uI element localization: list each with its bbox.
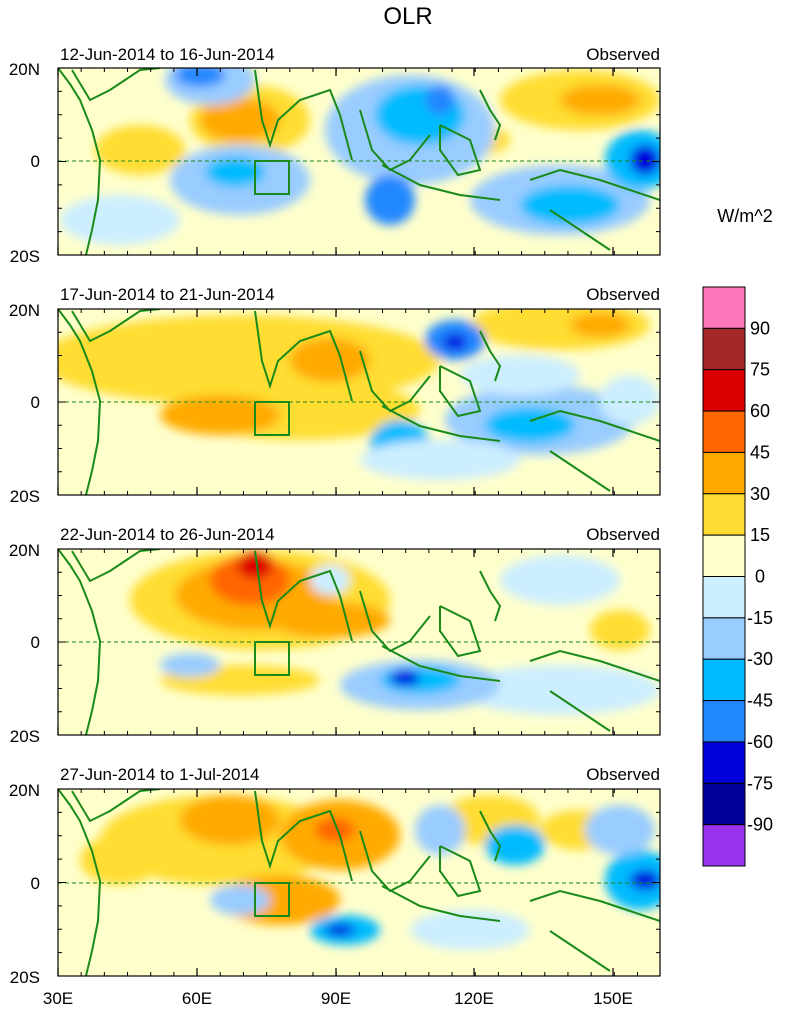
panel-2-label: Observed [586, 285, 660, 304]
colorbar-swatch [702, 782, 746, 826]
panel-1-date-range: 12-Jun-2014 to 16-Jun-2014 [60, 45, 275, 64]
panel-1-lat-20n: 20N [9, 60, 40, 79]
colorbar-swatch [702, 824, 746, 867]
lon-tick-120e: 120E [454, 989, 494, 1008]
colorbar-swatch [702, 451, 746, 495]
colorbar-swatch [702, 286, 746, 329]
panel-2-region-box [254, 401, 290, 436]
axis-ticks [57, 308, 660, 496]
panel-4-olr-field [58, 789, 660, 976]
colorbar-swatch [702, 658, 746, 702]
panel-1-lat-0: 0 [31, 152, 40, 171]
colorbar-label: -60 [747, 732, 773, 752]
colorbar-swatch [702, 617, 746, 660]
panel-4-date-range: 27-Jun-2014 to 1-Jul-2014 [60, 765, 259, 784]
panel-3-lat-20s: 20S [10, 727, 40, 746]
lon-tick-90e: 90E [321, 989, 351, 1008]
panel-3-region-box [254, 641, 290, 676]
panel-3-date-range: 22-Jun-2014 to 26-Jun-2014 [60, 525, 275, 544]
colorbar-labels: 90 75 60 45 30 15 0 -15 -30 -45 -60 -75 -90 [747, 318, 773, 834]
colorbar-label: -30 [747, 649, 773, 669]
longitude-axis: 30E 60E 90E 120E 150E [43, 989, 633, 1008]
map-panel-2: 17-Jun-2014 to 21-Jun-2014 Observed [9, 285, 661, 506]
panel-2-lat-20n: 20N [9, 301, 40, 320]
panel-3-label: Observed [586, 525, 660, 544]
panel-3-olr-field [58, 549, 660, 735]
panel-4-region-box [254, 882, 290, 917]
colorbar-label: 75 [750, 360, 770, 380]
colorbar-label: -75 [747, 773, 773, 793]
panel-3-lat-20n: 20N [9, 541, 40, 560]
colorbar-swatch [702, 493, 746, 536]
colorbar-swatches [702, 286, 746, 867]
figure-title: OLR [383, 3, 432, 30]
axis-ticks [57, 67, 660, 256]
panel-4-lat-20s: 20S [10, 968, 40, 987]
colorbar-label: 45 [750, 442, 770, 462]
panel-1-olr-field [58, 68, 660, 255]
colorbar-label: 90 [750, 318, 770, 338]
panel-3-lat-0: 0 [31, 633, 40, 652]
panel-1-region-box [254, 160, 290, 195]
lon-tick-150e: 150E [593, 989, 633, 1008]
panel-2-olr-field [58, 309, 660, 495]
colorbar-label: -90 [747, 815, 773, 835]
panel-2-lat-0: 0 [31, 393, 40, 412]
panel-2-lat-20s: 20S [10, 487, 40, 506]
panel-1-label: Observed [586, 45, 660, 64]
map-panel-3: 22-Jun-2014 to 26-Jun-2014 Observed [9, 525, 661, 746]
colorbar: W/m^2 90 75 60 45 30 15 0 -15 -30 -45 -60 -75 -90 [702, 206, 773, 867]
panel-4-lat-20n: 20N [9, 781, 40, 800]
axis-ticks [57, 788, 660, 977]
colorbar-label: 30 [750, 484, 770, 504]
colorbar-label: -15 [747, 608, 773, 628]
colorbar-units: W/m^2 [717, 206, 772, 226]
colorbar-label: -45 [747, 691, 773, 711]
colorbar-label: 15 [750, 525, 770, 545]
panel-1-lat-20s: 20S [10, 247, 40, 266]
lon-tick-30e: 30E [43, 989, 73, 1008]
colorbar-swatch [702, 327, 746, 371]
map-panel-1: 12-Jun-2014 to 16-Jun-2014 Observed [9, 45, 661, 266]
axis-ticks [57, 548, 660, 736]
panel-2-date-range: 17-Jun-2014 to 21-Jun-2014 [60, 285, 275, 304]
colorbar-swatch [702, 410, 746, 453]
map-panel-4: 27-Jun-2014 to 1-Jul-2014 Observed [9, 765, 661, 987]
colorbar-swatch [702, 741, 746, 784]
panel-4-lat-0: 0 [31, 874, 40, 893]
lon-tick-60e: 60E [182, 989, 212, 1008]
colorbar-label: 0 [755, 567, 765, 587]
panel-4-label: Observed [586, 765, 660, 784]
colorbar-label: 60 [750, 401, 770, 421]
colorbar-swatch [702, 576, 746, 619]
colorbar-swatch [702, 369, 746, 412]
colorbar-swatch [702, 700, 746, 743]
colorbar-swatch [702, 534, 746, 578]
